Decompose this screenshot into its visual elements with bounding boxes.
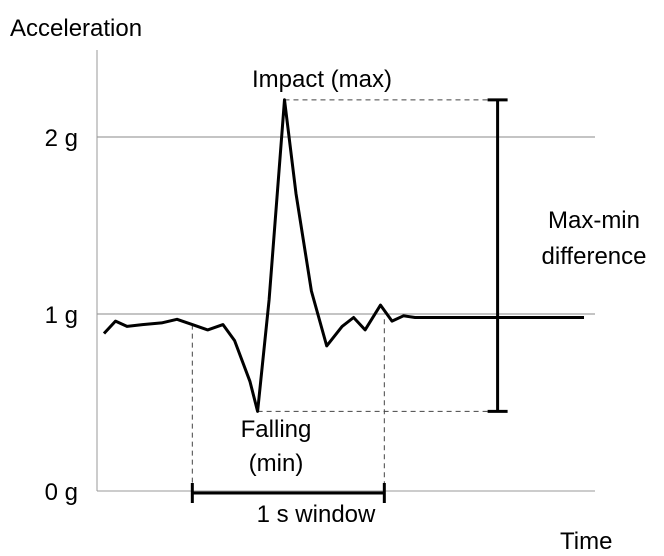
max-min-difference-label-line1: Max-min xyxy=(548,207,640,234)
reference-lines xyxy=(191,99,498,493)
acceleration-series-line xyxy=(102,98,584,413)
falling-min-annotation-line1: Falling xyxy=(241,416,312,443)
window-label: 1 s window xyxy=(257,501,376,528)
annotation-bars xyxy=(190,98,508,503)
y-axis-label: Acceleration xyxy=(10,15,142,42)
y-tick-label: 1 g xyxy=(45,302,78,329)
max-min-difference-label-line2: difference xyxy=(542,243,647,270)
grid-layer xyxy=(97,136,595,315)
falling-min-annotation-line2: (min) xyxy=(249,450,304,477)
y-tick-label: 0 g xyxy=(45,479,78,506)
impact-max-annotation: Impact (max) xyxy=(252,66,392,93)
x-axis-label: Time xyxy=(560,528,612,555)
y-tick-label: 2 g xyxy=(45,125,78,152)
